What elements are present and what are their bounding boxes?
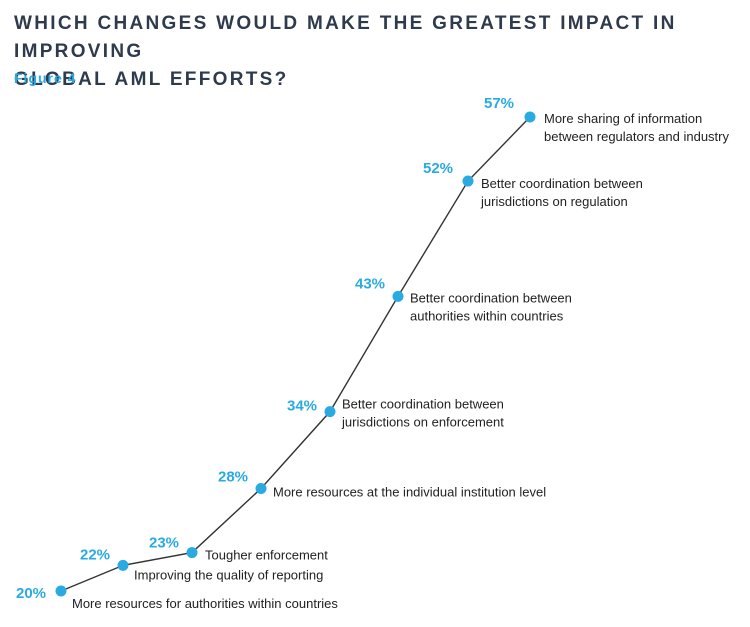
data-point-3	[186, 547, 198, 559]
value-label-4: 28%	[218, 469, 248, 486]
chart-title-line-2: GLOBAL AML EFFORTS?	[14, 69, 289, 90]
category-label-2: Improving the quality of reporting	[134, 567, 323, 582]
value-label-7: 52%	[423, 160, 453, 177]
value-label-3: 23%	[149, 535, 179, 552]
data-point-1	[55, 585, 67, 597]
data-point-5	[324, 406, 336, 418]
value-label-8: 57%	[484, 95, 514, 112]
category-label-8-line-2: between regulators and industry	[544, 129, 730, 144]
data-point-8	[524, 111, 536, 123]
category-label-3: Tougher enforcement	[205, 548, 328, 563]
data-point-7	[462, 175, 474, 187]
chart-title-line-1: WHICH CHANGES WOULD MAKE THE GREATEST IM…	[14, 13, 677, 62]
data-point-6	[392, 290, 404, 302]
value-label-6: 43%	[355, 275, 385, 292]
value-label-2: 22%	[80, 546, 110, 563]
category-label-5-line-2: jurisdictions on enforcement	[341, 415, 504, 430]
chart-title: WHICH CHANGES WOULD MAKE THE GREATEST IM…	[14, 10, 744, 94]
category-label-6-line-1: Better coordination between	[410, 290, 572, 305]
category-label-1: More resources for authorities within co…	[72, 596, 338, 611]
category-label-4: More resources at the individual institu…	[273, 485, 546, 500]
data-point-4	[255, 483, 267, 495]
category-label-8-line-1: More sharing of information	[544, 111, 702, 126]
category-label-7-line-2: jurisdictions on regulation	[480, 194, 628, 209]
series-line	[60, 116, 531, 592]
value-label-1: 20%	[16, 585, 46, 602]
figure-label: Figure 4	[14, 70, 77, 86]
category-label-6-line-2: authorities within countries	[410, 308, 564, 323]
data-point-2	[117, 559, 129, 571]
category-label-7-line-1: Better coordination between	[481, 176, 643, 191]
category-label-5-line-1: Better coordination between	[342, 397, 504, 412]
value-label-5: 34%	[287, 398, 317, 415]
